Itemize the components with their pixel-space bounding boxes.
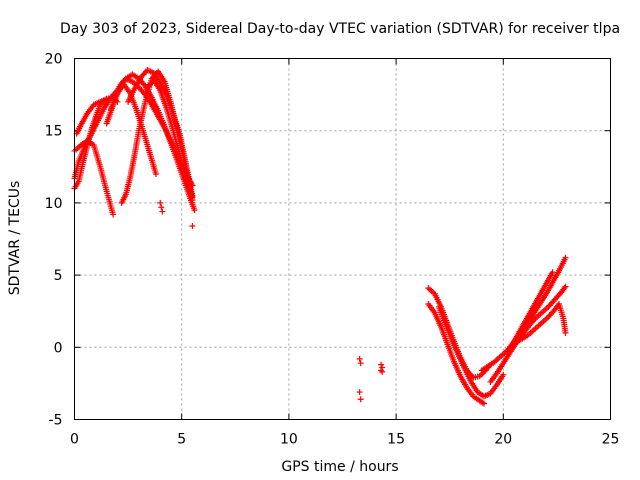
- x-tick-label: 10: [280, 432, 298, 448]
- y-axis-label: SDTVAR / TECUs: [7, 181, 23, 296]
- data-point-arc-4: [103, 95, 110, 102]
- data-point-isolated-1: [157, 199, 164, 206]
- data-point-arc-3: [110, 211, 117, 218]
- data-point-arc-13: [549, 269, 556, 276]
- x-tick-label: 20: [494, 432, 512, 448]
- y-tick-label: 5: [54, 268, 63, 284]
- data-point-arc-7: [152, 171, 159, 178]
- y-tick-label: -5: [49, 413, 63, 429]
- plot-frame: [74, 58, 611, 420]
- data-point-arc-15: [562, 254, 569, 261]
- data-point-arc-11: [481, 400, 488, 407]
- grid: [74, 58, 611, 420]
- data-point-isolated-1: [158, 204, 165, 211]
- x-tick-label: 15: [387, 432, 405, 448]
- data-point-isolated-2: [378, 367, 385, 374]
- data-point-isolated-2: [378, 361, 385, 368]
- data-points: [71, 67, 569, 407]
- chart-title: Day 303 of 2023, Sidereal Day-to-day VTE…: [60, 21, 620, 37]
- x-tick-label: 0: [70, 432, 79, 448]
- data-point-isolated-2: [356, 389, 363, 396]
- data-point-arc-16: [562, 329, 569, 336]
- data-point-arc-5: [191, 207, 198, 214]
- y-tick-label: 0: [54, 340, 63, 356]
- data-point-isolated-1: [159, 208, 166, 215]
- y-tick-label: 15: [45, 124, 63, 140]
- data-point-arc-9: [189, 194, 196, 201]
- data-point-isolated-2: [356, 355, 363, 362]
- y-tick-label: 10: [45, 196, 63, 212]
- y-tick-label: 20: [45, 52, 63, 68]
- x-axis-label: GPS time / hours: [281, 459, 398, 475]
- data-point-isolated-2: [379, 368, 386, 375]
- data-point-arc-14: [562, 283, 569, 290]
- axes: 0 5 10 15 20 25 -5 0 5 10 15 20: [45, 52, 620, 448]
- x-tick-label: 5: [177, 432, 186, 448]
- data-point-isolated-1: [189, 223, 196, 230]
- data-point-arc-12: [500, 371, 507, 378]
- data-point-isolated-2: [357, 360, 364, 367]
- data-point-isolated-2: [357, 396, 364, 403]
- x-tick-label: 25: [602, 432, 620, 448]
